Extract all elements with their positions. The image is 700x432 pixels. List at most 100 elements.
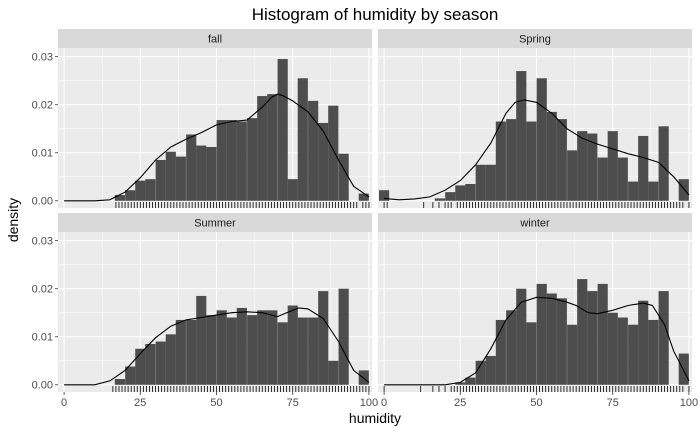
histogram-bar — [556, 119, 567, 201]
histogram-bar — [328, 105, 339, 201]
histogram-bar — [165, 334, 176, 385]
histogram-bar — [678, 179, 689, 201]
x-tick-label: 0 — [381, 397, 387, 409]
histogram-bar — [175, 156, 186, 201]
histogram-bar — [318, 122, 329, 201]
histogram-bar — [536, 78, 547, 201]
strip-background — [58, 29, 372, 48]
x-tick-label: 25 — [454, 397, 466, 409]
y-tick-label: 0.02 — [32, 99, 53, 111]
histogram-bar — [196, 295, 207, 385]
histogram-bar — [247, 118, 258, 201]
histogram-bar — [318, 291, 329, 385]
histogram-bar — [475, 360, 486, 385]
histogram-bar — [587, 133, 598, 201]
histogram-bar — [308, 317, 319, 385]
histogram-bar — [236, 307, 247, 385]
y-tick-label: 0.00 — [32, 196, 53, 208]
panel-spring: Spring — [378, 29, 692, 208]
histogram-bar — [475, 164, 486, 201]
histogram-bar — [455, 382, 466, 385]
y-tick-label: 0.02 — [32, 283, 53, 295]
histogram-bar — [308, 100, 319, 201]
histogram-bar — [206, 315, 217, 385]
strip-label: fall — [208, 34, 222, 46]
histogram-bar — [445, 192, 456, 201]
histogram-bar — [465, 377, 476, 385]
histogram-bar — [155, 159, 166, 201]
histogram-bar — [155, 341, 166, 385]
histogram-bar — [465, 183, 476, 201]
histogram-bar — [648, 181, 659, 201]
histogram-bar — [186, 134, 197, 201]
histogram-bar — [628, 181, 639, 201]
density-curve — [384, 296, 690, 386]
facet-panels: fall 0.00 0.01 0.02 0.03 Spring Summer 0.00 0.01… — [32, 29, 698, 409]
histogram-bar — [236, 121, 247, 201]
density-curve — [384, 99, 690, 201]
histogram-bar — [485, 164, 496, 201]
histogram-bar — [125, 190, 136, 201]
histogram-bar — [526, 322, 537, 385]
histogram-bar — [145, 179, 156, 201]
histogram-bar — [546, 111, 557, 201]
strip-label: winter — [519, 218, 550, 230]
histogram-bar — [135, 180, 146, 201]
histogram-bar — [516, 288, 527, 385]
histogram-bar — [125, 366, 136, 385]
histogram-bar — [658, 291, 669, 385]
histogram-bar — [257, 96, 268, 201]
histogram-bar — [226, 317, 237, 385]
histogram-bar — [358, 370, 369, 385]
histogram-bar — [607, 312, 618, 385]
histogram-bar — [277, 59, 288, 201]
histogram-bar — [506, 310, 517, 385]
histogram-bar — [338, 153, 349, 201]
y-axis-title: density — [5, 198, 21, 242]
x-tick-label: 75 — [607, 397, 619, 409]
x-axis-title: humidity — [349, 410, 401, 426]
histogram-bar — [597, 283, 608, 385]
histogram-bar — [114, 195, 125, 201]
panel-winter: winter 0 25 50 75 100 — [378, 213, 698, 409]
histogram-bar — [617, 157, 628, 201]
histogram-bar — [216, 120, 227, 201]
histogram-bar — [287, 179, 298, 201]
histogram-bar — [247, 315, 258, 385]
panel-fall: fall 0.00 0.01 0.02 0.03 — [32, 29, 372, 208]
histogram-bar — [455, 185, 466, 201]
x-tick-label: 0 — [61, 397, 67, 409]
histogram-bar — [597, 157, 608, 201]
histogram-bar — [546, 293, 557, 385]
x-tick-label: 50 — [210, 397, 222, 409]
histogram-bar — [577, 279, 588, 385]
histogram-bar — [434, 198, 445, 201]
histogram-bar — [587, 291, 598, 385]
x-tick-label: 100 — [360, 397, 378, 409]
histogram-bar — [577, 131, 588, 201]
y-tick-label: 0.01 — [32, 148, 53, 160]
histogram-bar — [506, 119, 517, 201]
histogram-bar — [495, 319, 506, 385]
histogram-bar — [277, 322, 288, 385]
x-tick-label: 75 — [287, 397, 299, 409]
histogram-bar — [536, 283, 547, 385]
strip-label: Spring — [519, 34, 551, 46]
x-tick-label: 50 — [530, 397, 542, 409]
histogram-bar — [226, 120, 237, 201]
histogram-bar — [607, 131, 618, 201]
histogram-bar — [648, 319, 659, 385]
strip-background — [58, 213, 372, 232]
histogram-bar — [196, 145, 207, 201]
histogram-bar — [328, 360, 339, 385]
y-tick-label: 0.03 — [32, 235, 53, 247]
histogram-bar — [567, 324, 578, 385]
chart-title: Histogram of humidity by season — [252, 5, 499, 24]
histogram-bar — [567, 150, 578, 201]
histogram-bar — [617, 317, 628, 385]
histogram-bar — [267, 94, 278, 201]
strip-label: Summer — [194, 218, 236, 230]
histogram-bar — [257, 310, 268, 385]
histogram-bar — [526, 121, 537, 201]
